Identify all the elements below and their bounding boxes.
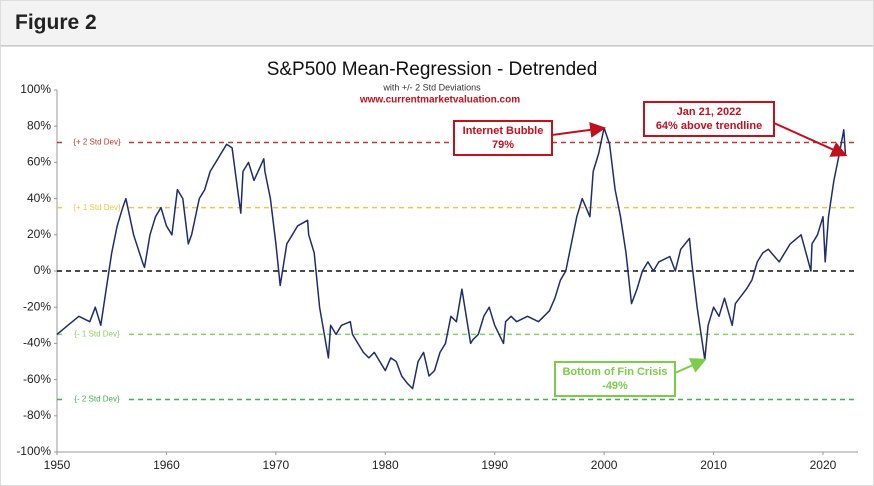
y-tick-label: 20% bbox=[27, 227, 51, 241]
y-tick-label: -60% bbox=[23, 372, 51, 386]
reference-label: {+ 1 Std Dev} bbox=[73, 203, 121, 212]
y-tick-label: 0% bbox=[34, 263, 52, 277]
annotation-box bbox=[643, 101, 775, 137]
annotation-arrow bbox=[773, 122, 848, 157]
data-line bbox=[56, 127, 847, 390]
x-tick-label: 2020 bbox=[810, 458, 837, 472]
annotation-box bbox=[554, 361, 676, 397]
reference-label: {- 1 Std Dev} bbox=[74, 329, 120, 338]
annotation-text: Bottom of Fin Crisis bbox=[562, 366, 667, 378]
chart-subtitle: with +/- 2 Std Deviations bbox=[382, 82, 481, 92]
y-tick-label: -100% bbox=[16, 444, 51, 458]
reference-label: {- 2 Std Dev} bbox=[74, 395, 120, 404]
annotation-text: -49% bbox=[602, 380, 628, 392]
annotation-text: 79% bbox=[492, 139, 514, 151]
y-tick-label: 100% bbox=[20, 82, 51, 96]
x-tick-label: 1990 bbox=[481, 458, 508, 472]
x-tick-label: 2000 bbox=[591, 458, 618, 472]
y-tick-label: 80% bbox=[27, 118, 51, 132]
x-tick-label: 1950 bbox=[44, 458, 71, 472]
annotation-text: Internet Bubble bbox=[463, 125, 544, 137]
x-tick-label: 1960 bbox=[153, 458, 180, 472]
chart-title: S&P500 Mean-Regression - Detrended bbox=[267, 59, 598, 80]
reference-label-bg bbox=[66, 136, 128, 149]
y-tick-label: -20% bbox=[23, 299, 51, 313]
reference-label: {+ 2 Std Dev} bbox=[73, 138, 121, 147]
reference-label-bg bbox=[66, 393, 128, 406]
y-tick-label: 40% bbox=[27, 191, 51, 205]
reference-label-bg bbox=[66, 328, 128, 341]
chart: S&P500 Mean-Regression - Detrended with … bbox=[0, 46, 874, 486]
annotation-text: 64% above trendline bbox=[656, 120, 762, 132]
annotation-box bbox=[453, 120, 553, 156]
x-tick-label: 2010 bbox=[700, 458, 727, 472]
header: Figure 2 bbox=[0, 0, 874, 46]
y-tick-label: -40% bbox=[23, 336, 51, 350]
annotation-arrow bbox=[674, 358, 707, 374]
x-tick-label: 1980 bbox=[372, 458, 399, 472]
x-tick-label: 1970 bbox=[263, 458, 290, 472]
annotation-arrow bbox=[551, 121, 607, 138]
y-tick-label: 60% bbox=[27, 155, 51, 169]
annotation-text: Jan 21, 2022 bbox=[677, 106, 742, 118]
header-title: Figure 2 bbox=[15, 11, 97, 34]
reference-label-bg bbox=[66, 201, 128, 214]
y-tick-label: -80% bbox=[23, 408, 51, 422]
chart-source: www.currentmarketvaluation.com bbox=[359, 95, 520, 106]
